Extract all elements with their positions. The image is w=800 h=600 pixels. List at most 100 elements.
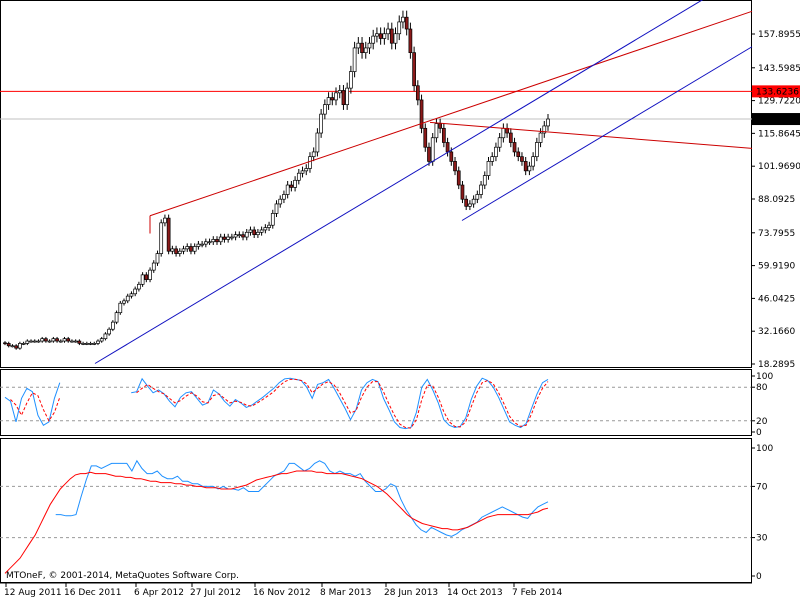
candle-body bbox=[293, 179, 297, 188]
candle-body bbox=[311, 151, 316, 158]
candle-body bbox=[185, 246, 190, 250]
candle-body bbox=[475, 194, 480, 200]
candle-body bbox=[248, 229, 253, 233]
candle-body bbox=[538, 132, 543, 143]
candle-body bbox=[449, 151, 454, 162]
candle-body bbox=[111, 321, 115, 330]
candle-body bbox=[534, 142, 539, 158]
candle-body bbox=[352, 47, 357, 72]
price-tick-label: 18.2895 bbox=[758, 360, 795, 370]
trend-lines[interactable] bbox=[94, 0, 753, 364]
candle-body bbox=[386, 28, 390, 35]
candle-body bbox=[196, 243, 201, 247]
candle-body bbox=[118, 302, 123, 314]
candle-body bbox=[252, 229, 257, 236]
candle-body bbox=[430, 137, 435, 162]
candle-body bbox=[415, 85, 420, 101]
candle-body bbox=[341, 90, 346, 106]
time-tick-label: 14 Oct 2013 bbox=[447, 588, 503, 598]
trend-channel-blue bbox=[94, 0, 704, 364]
candle-body bbox=[326, 97, 331, 106]
candle-body bbox=[140, 274, 145, 285]
stochastic-panel[interactable] bbox=[0, 369, 752, 436]
price-panel[interactable] bbox=[0, 0, 752, 368]
price-level-box bbox=[752, 85, 800, 98]
price-tick-label: 88.0925 bbox=[758, 195, 795, 205]
candle-body bbox=[18, 343, 22, 349]
candle-body bbox=[322, 104, 327, 115]
candle-body bbox=[25, 340, 30, 344]
indicator-tick-label: 80 bbox=[756, 383, 768, 393]
candle-body bbox=[192, 246, 197, 252]
candle-body bbox=[10, 345, 15, 348]
candle-body bbox=[99, 338, 104, 342]
price-tick-label: 143.5985 bbox=[758, 64, 800, 74]
candle-body bbox=[289, 184, 294, 188]
candle-body bbox=[375, 33, 379, 37]
rsi-series: 100 70 30 0 bbox=[0, 444, 773, 582]
time-tick-label: 27 Jul 2012 bbox=[190, 588, 241, 598]
candle-body bbox=[107, 328, 111, 335]
candle-body bbox=[159, 222, 164, 254]
candle-body bbox=[3, 342, 7, 345]
candle-body bbox=[531, 156, 535, 167]
candle-body bbox=[155, 253, 160, 264]
price-tick-label: 46.0425 bbox=[758, 294, 795, 304]
candle-body bbox=[445, 142, 450, 153]
candle-body bbox=[62, 338, 67, 342]
time-tick-label: 12 Aug 2011 bbox=[4, 588, 62, 598]
indicator-tick-label: 30 bbox=[756, 534, 768, 544]
candle-body bbox=[263, 227, 268, 231]
candle-body bbox=[129, 293, 134, 297]
price-tick-label: 101.9690 bbox=[758, 162, 800, 172]
candle-body bbox=[486, 161, 491, 176]
rsi-panel[interactable] bbox=[0, 438, 752, 583]
candle-body bbox=[84, 343, 89, 345]
candle-body bbox=[47, 340, 52, 343]
candle-body bbox=[122, 300, 126, 304]
time-tick-label: 6 Apr 2012 bbox=[134, 588, 184, 598]
candle-body bbox=[58, 340, 63, 343]
price-tick-label: 129.7220 bbox=[758, 97, 800, 107]
candle-body bbox=[73, 340, 78, 343]
indicator-tick-label: 100 bbox=[756, 444, 773, 454]
candle-body bbox=[315, 132, 320, 153]
stochastic-main-line bbox=[4, 377, 549, 430]
trend-line-red bbox=[429, 121, 753, 149]
candle-body bbox=[244, 231, 249, 238]
candle-body bbox=[44, 338, 48, 342]
candle-body bbox=[125, 295, 130, 302]
candle-body bbox=[512, 142, 517, 153]
candle-body bbox=[427, 146, 431, 162]
candle-body bbox=[77, 340, 82, 344]
candle-body bbox=[334, 92, 338, 101]
watermark: MTOneF, © 2001-2014, MetaQuotes Software… bbox=[6, 571, 239, 581]
price-series bbox=[3, 10, 550, 350]
candle-body bbox=[92, 343, 97, 345]
candle-body bbox=[70, 340, 74, 343]
candle-body bbox=[200, 243, 204, 246]
price-level-label: 133.6236 bbox=[756, 87, 799, 97]
candle-body bbox=[237, 234, 242, 237]
candle-body bbox=[438, 123, 442, 129]
candle-body bbox=[464, 198, 469, 207]
candle-body bbox=[29, 340, 33, 343]
candle-body bbox=[453, 161, 457, 172]
candle-body bbox=[103, 333, 108, 340]
candle-body bbox=[88, 343, 93, 345]
time-tick-label: 7 Feb 2014 bbox=[512, 588, 563, 598]
candle-body bbox=[393, 33, 398, 44]
candle-body bbox=[442, 127, 446, 143]
indicator-tick-label: 100 bbox=[756, 372, 773, 382]
candle-body bbox=[434, 123, 439, 139]
candle-body bbox=[404, 16, 409, 30]
candle-body bbox=[174, 248, 178, 254]
candle-body bbox=[423, 127, 428, 148]
candle-body bbox=[304, 168, 309, 172]
candle-body bbox=[6, 343, 11, 347]
candle-body bbox=[482, 175, 487, 186]
candle-body bbox=[456, 170, 461, 186]
candle-body bbox=[308, 156, 312, 169]
